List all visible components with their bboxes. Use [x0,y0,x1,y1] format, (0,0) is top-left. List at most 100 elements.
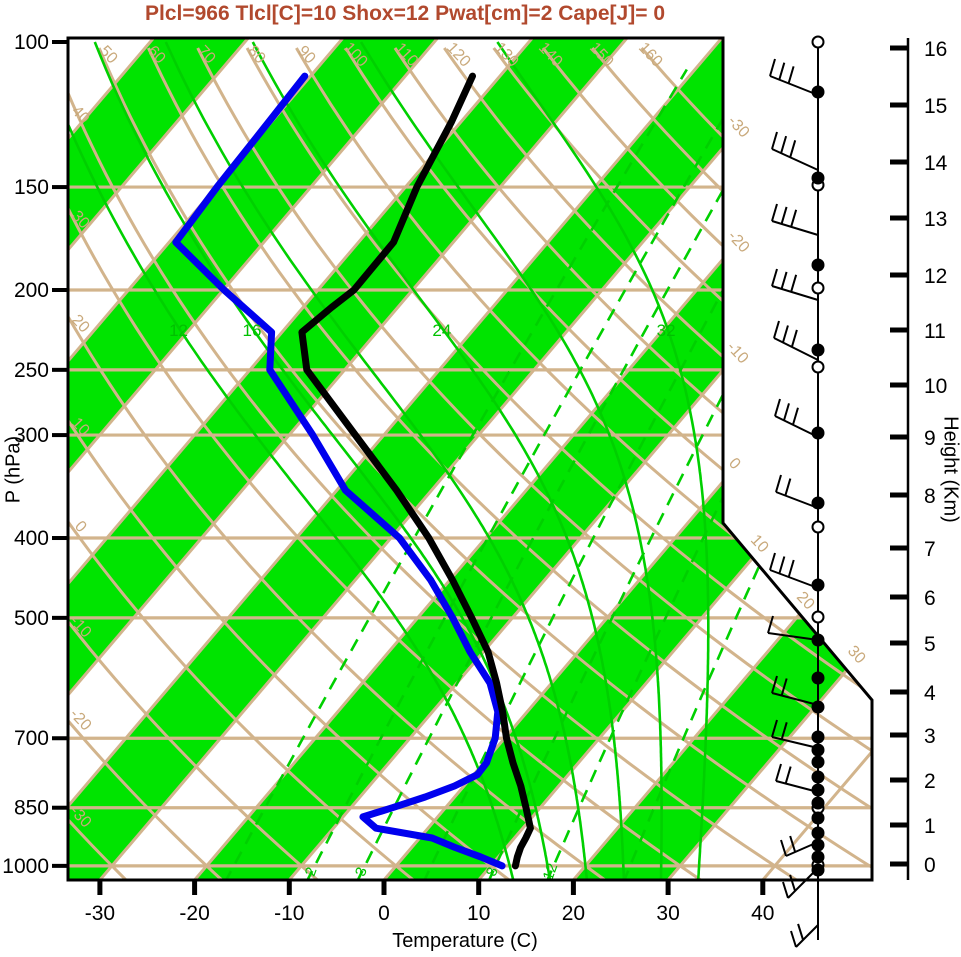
green-temperature-band [573,38,872,880]
moist-adiabat-label: 32 [657,321,676,340]
wind-barb-feather [787,559,795,578]
dry-adiabat-line [68,47,328,880]
wind-barb-feather [774,398,781,417]
wind-station-open-dot [811,281,825,295]
wind-barb-feather [780,839,787,857]
isotherm-right-label: -30 [724,113,752,142]
wind-barb-staff [767,632,819,641]
wind-barb-feather [769,58,776,77]
green-temperature-band [68,38,438,880]
temperature-tick-label: 20 [562,902,585,925]
height-tick-label: 10 [924,375,947,398]
pressure-tick-label: 400 [14,527,49,550]
wind-barb-feather [771,268,778,287]
wind-barb-staff [771,692,819,706]
temperature-tick-label: 40 [751,902,774,925]
dry-adiabat-top-label: 90 [294,43,319,68]
wind-barb [790,923,819,948]
wind-barb-feather [784,478,792,496]
wind-barb-feather [780,206,788,225]
temperature-profile-line [298,72,534,870]
wind-station-dot [811,258,825,272]
wind-barb-feather [789,835,797,853]
wind-barb-feather [771,131,778,150]
wind-barb [767,615,819,641]
wind-barb-feather [767,615,774,634]
pressure-tick-label: 500 [14,607,49,630]
wind-barb-staff [769,569,819,589]
wind-barb-staff [785,841,819,857]
pressure-tick-label: 250 [14,359,49,382]
dry-adiabat-top-label: 160 [635,39,666,70]
wind-barb [769,552,819,589]
pressure-tick-label: 700 [14,727,49,750]
height-tick-label: 12 [924,265,947,288]
isotherm-line [68,38,629,880]
wind-barb-staff [775,780,819,793]
wind-barb-feather [781,325,789,343]
moist-adiabat-line [251,41,626,880]
wind-barb-staff [774,415,819,438]
chart-title: Plcl=966 Tlcl[C]=10 Shox=12 Pwat[cm]=2 C… [145,2,665,25]
wind-station-dot [811,85,825,99]
mixing-ratio-line [305,68,753,880]
isotherm-line [68,38,534,880]
wind-barb [771,131,819,171]
pressure-tick-label: 300 [14,424,49,447]
isotherm-line [68,38,250,880]
wind-station-open-dot [811,35,825,49]
wind-barb-feather [769,552,776,571]
wind-barb-feather [771,203,778,222]
dry-adiabat-top-label: 50 [96,43,121,68]
wind-barb-staff [771,285,819,301]
plot-border [66,36,874,882]
isotherm-line [68,38,439,880]
wind-barb-feather [789,140,797,158]
wind-station-dot [811,743,825,757]
wind-barb-feather [790,209,798,228]
height-tick-label: 0 [924,854,936,877]
height-tick-label: 13 [924,208,947,231]
wind-barb-feather [784,766,792,784]
wind-barb [780,835,819,857]
wind-barb-staff [771,148,819,171]
moist-adiabat-line [359,41,663,880]
moist-adiabat-line [164,41,589,880]
wind-barb-feather [778,62,786,80]
wind-barb-feather [775,474,782,493]
moist-adiabat-label: 12 [169,321,188,340]
height-tick-label: 16 [924,38,947,61]
pressure-tick-label: 1000 [2,855,49,878]
height-tick-label: 6 [924,587,936,610]
wind-station-open-dot [811,520,825,534]
isotherm-right-label: 0 [725,455,744,473]
wind-station-dot [811,826,825,840]
moist-adiabat-line [68,41,516,880]
wind-barb [771,719,819,749]
pressure-tick-label: 850 [14,797,49,820]
temperature-tick-label: -30 [85,902,115,925]
height-tick-label: 5 [924,633,936,656]
wind-barb-staff [771,220,819,236]
wind-barb-feather [783,403,790,421]
wind-station-dot [811,171,825,185]
wind-barb-feather [780,678,788,696]
wind-barb-feather [771,719,778,738]
wind-station-dot [811,811,825,825]
wind-barb [771,268,819,301]
pressure-tick-label: 100 [14,31,49,54]
wind-station-dot [811,838,825,852]
isotherm-right-label: 30 [844,643,869,668]
wind-station-dot [811,700,825,714]
moist-adiabat-label: 24 [432,321,451,340]
temperature-tick-label: -10 [274,902,304,925]
temperature-tick-label: 30 [656,902,679,925]
green-temperature-band [68,38,817,880]
left-axis-title: P (hPa) [2,435,25,504]
wind-barb-feather [789,874,797,892]
height-tick-label: 8 [924,485,936,508]
pressure-tick-label: 150 [14,176,49,199]
height-tick-label: 4 [924,682,936,705]
wind-station-open-dot [811,610,825,624]
wind-barb-feather [773,320,780,339]
